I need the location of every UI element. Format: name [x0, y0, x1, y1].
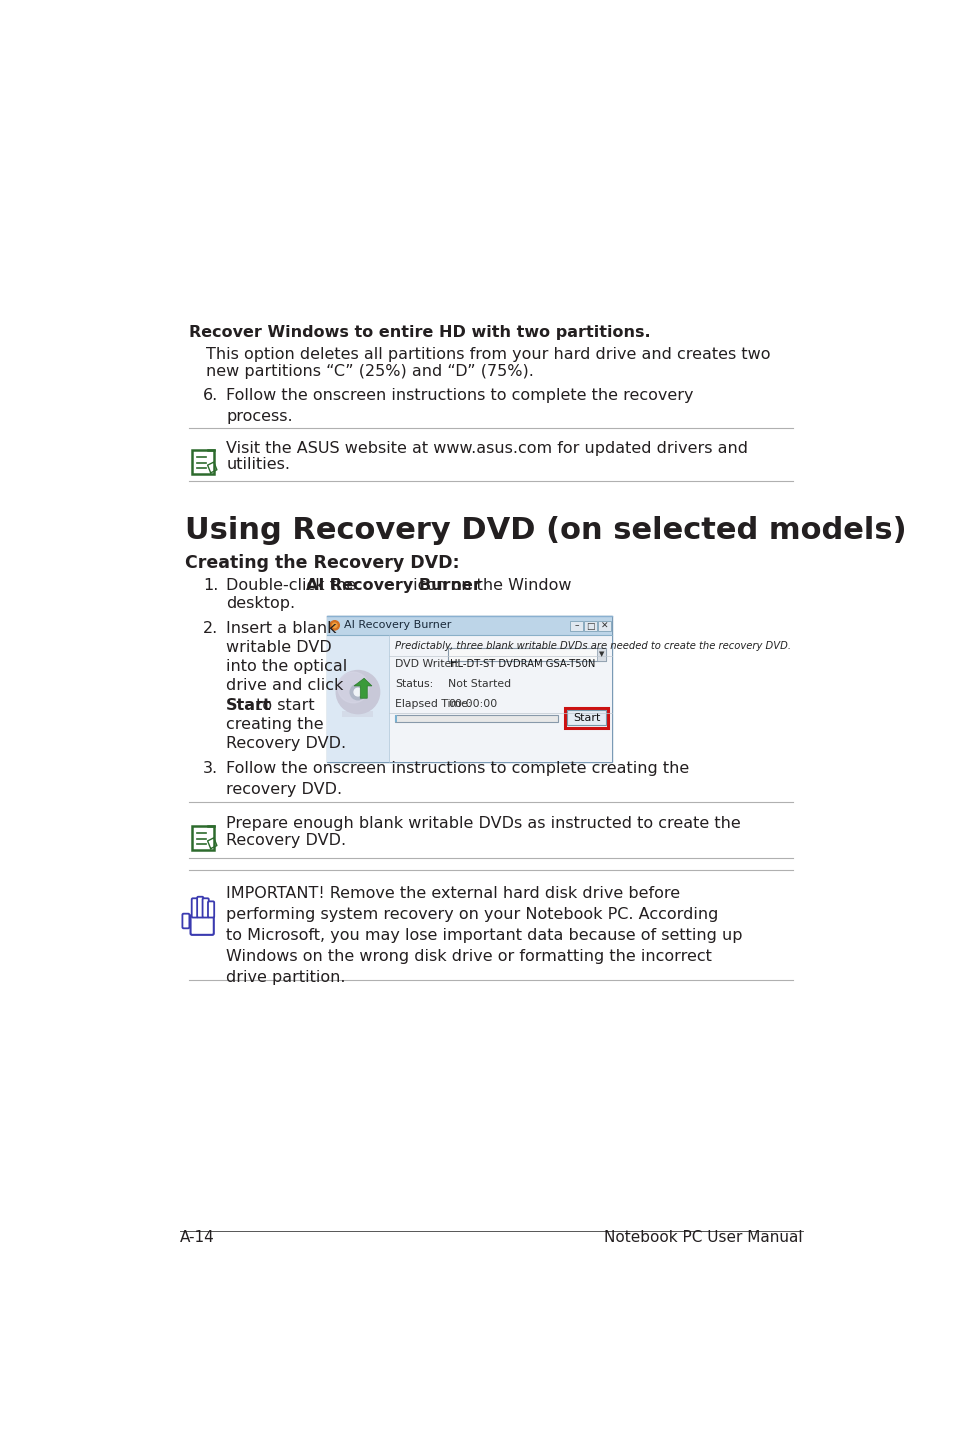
FancyBboxPatch shape [192, 899, 197, 917]
Text: icon on the Window: icon on the Window [408, 578, 571, 592]
Text: –: – [574, 621, 578, 631]
Circle shape [350, 684, 365, 700]
Text: desktop.: desktop. [226, 597, 295, 611]
FancyBboxPatch shape [327, 634, 389, 762]
FancyBboxPatch shape [395, 715, 397, 722]
Text: HL-DT-ST DVDRAM GSA-T50N: HL-DT-ST DVDRAM GSA-T50N [450, 659, 595, 669]
Circle shape [354, 689, 361, 696]
Text: Start: Start [573, 713, 599, 723]
Text: 2.: 2. [203, 621, 218, 636]
FancyBboxPatch shape [192, 825, 213, 850]
Text: 1.: 1. [203, 578, 218, 592]
FancyBboxPatch shape [570, 621, 582, 631]
Text: IMPORTANT! Remove the external hard disk drive before
performing system recovery: IMPORTANT! Remove the external hard disk… [226, 886, 742, 985]
FancyBboxPatch shape [567, 710, 605, 725]
Text: writable DVD: writable DVD [226, 640, 332, 654]
Text: Status:: Status: [395, 679, 433, 689]
FancyBboxPatch shape [192, 450, 213, 475]
Text: Not Started: Not Started [447, 679, 511, 689]
Text: Insert a blank: Insert a blank [226, 621, 336, 636]
FancyBboxPatch shape [327, 615, 612, 762]
FancyBboxPatch shape [191, 915, 213, 935]
FancyBboxPatch shape [327, 634, 612, 762]
Text: Using Recovery DVD (on selected models): Using Recovery DVD (on selected models) [185, 516, 905, 545]
Text: Visit the ASUS website at www.asus.com for updated drivers and: Visit the ASUS website at www.asus.com f… [226, 440, 747, 456]
Text: 00:00:00: 00:00:00 [447, 699, 497, 709]
Text: AI Recovery Burner: AI Recovery Burner [344, 620, 451, 630]
Circle shape [330, 621, 339, 630]
Text: Recover Windows to entire HD with two partitions.: Recover Windows to entire HD with two pa… [189, 325, 650, 339]
Text: to start: to start [251, 697, 314, 713]
Text: Elapsed Time:: Elapsed Time: [395, 699, 471, 709]
Polygon shape [354, 679, 372, 699]
FancyBboxPatch shape [342, 710, 373, 716]
Text: AI Recovery Burner: AI Recovery Burner [306, 578, 480, 592]
Text: DVD Writer:: DVD Writer: [395, 659, 458, 669]
Text: utilities.: utilities. [226, 457, 290, 473]
Text: Double-click the: Double-click the [226, 578, 361, 592]
Text: creating the: creating the [226, 718, 323, 732]
Text: Follow the onscreen instructions to complete creating the
recovery DVD.: Follow the onscreen instructions to comp… [226, 761, 689, 797]
Text: 3.: 3. [203, 761, 218, 777]
Circle shape [337, 672, 369, 703]
Text: Predictably, three blank writable DVDs are needed to create the recovery DVD.: Predictably, three blank writable DVDs a… [395, 641, 790, 651]
Text: ▼: ▼ [598, 651, 603, 657]
FancyBboxPatch shape [447, 649, 605, 660]
Text: 6.: 6. [203, 388, 218, 403]
Text: Recovery DVD.: Recovery DVD. [226, 833, 346, 848]
Text: Creating the Recovery DVD:: Creating the Recovery DVD: [185, 555, 459, 572]
FancyBboxPatch shape [182, 913, 190, 929]
Text: A-14: A-14 [179, 1229, 214, 1245]
Circle shape [335, 670, 379, 713]
Circle shape [332, 623, 336, 627]
Text: □: □ [585, 621, 594, 631]
Text: Follow the onscreen instructions to complete the recovery
process.: Follow the onscreen instructions to comp… [226, 388, 693, 424]
FancyBboxPatch shape [598, 621, 610, 631]
FancyBboxPatch shape [208, 902, 214, 917]
Text: new partitions “C” (25%) and “D” (75%).: new partitions “C” (25%) and “D” (75%). [206, 364, 534, 378]
FancyBboxPatch shape [327, 615, 612, 634]
Text: This option deletes all partitions from your hard drive and creates two: This option deletes all partitions from … [206, 347, 770, 361]
Text: Start: Start [226, 697, 272, 713]
Text: Notebook PC User Manual: Notebook PC User Manual [603, 1229, 802, 1245]
FancyBboxPatch shape [596, 649, 605, 660]
Text: drive and click: drive and click [226, 679, 343, 693]
Text: into the optical: into the optical [226, 659, 347, 674]
FancyBboxPatch shape [395, 715, 558, 722]
FancyBboxPatch shape [202, 899, 209, 917]
Text: Recovery DVD.: Recovery DVD. [226, 736, 346, 751]
FancyBboxPatch shape [583, 621, 596, 631]
Text: ✕: ✕ [600, 621, 607, 631]
Text: Prepare enough blank writable DVDs as instructed to create the: Prepare enough blank writable DVDs as in… [226, 817, 740, 831]
FancyBboxPatch shape [197, 897, 203, 917]
